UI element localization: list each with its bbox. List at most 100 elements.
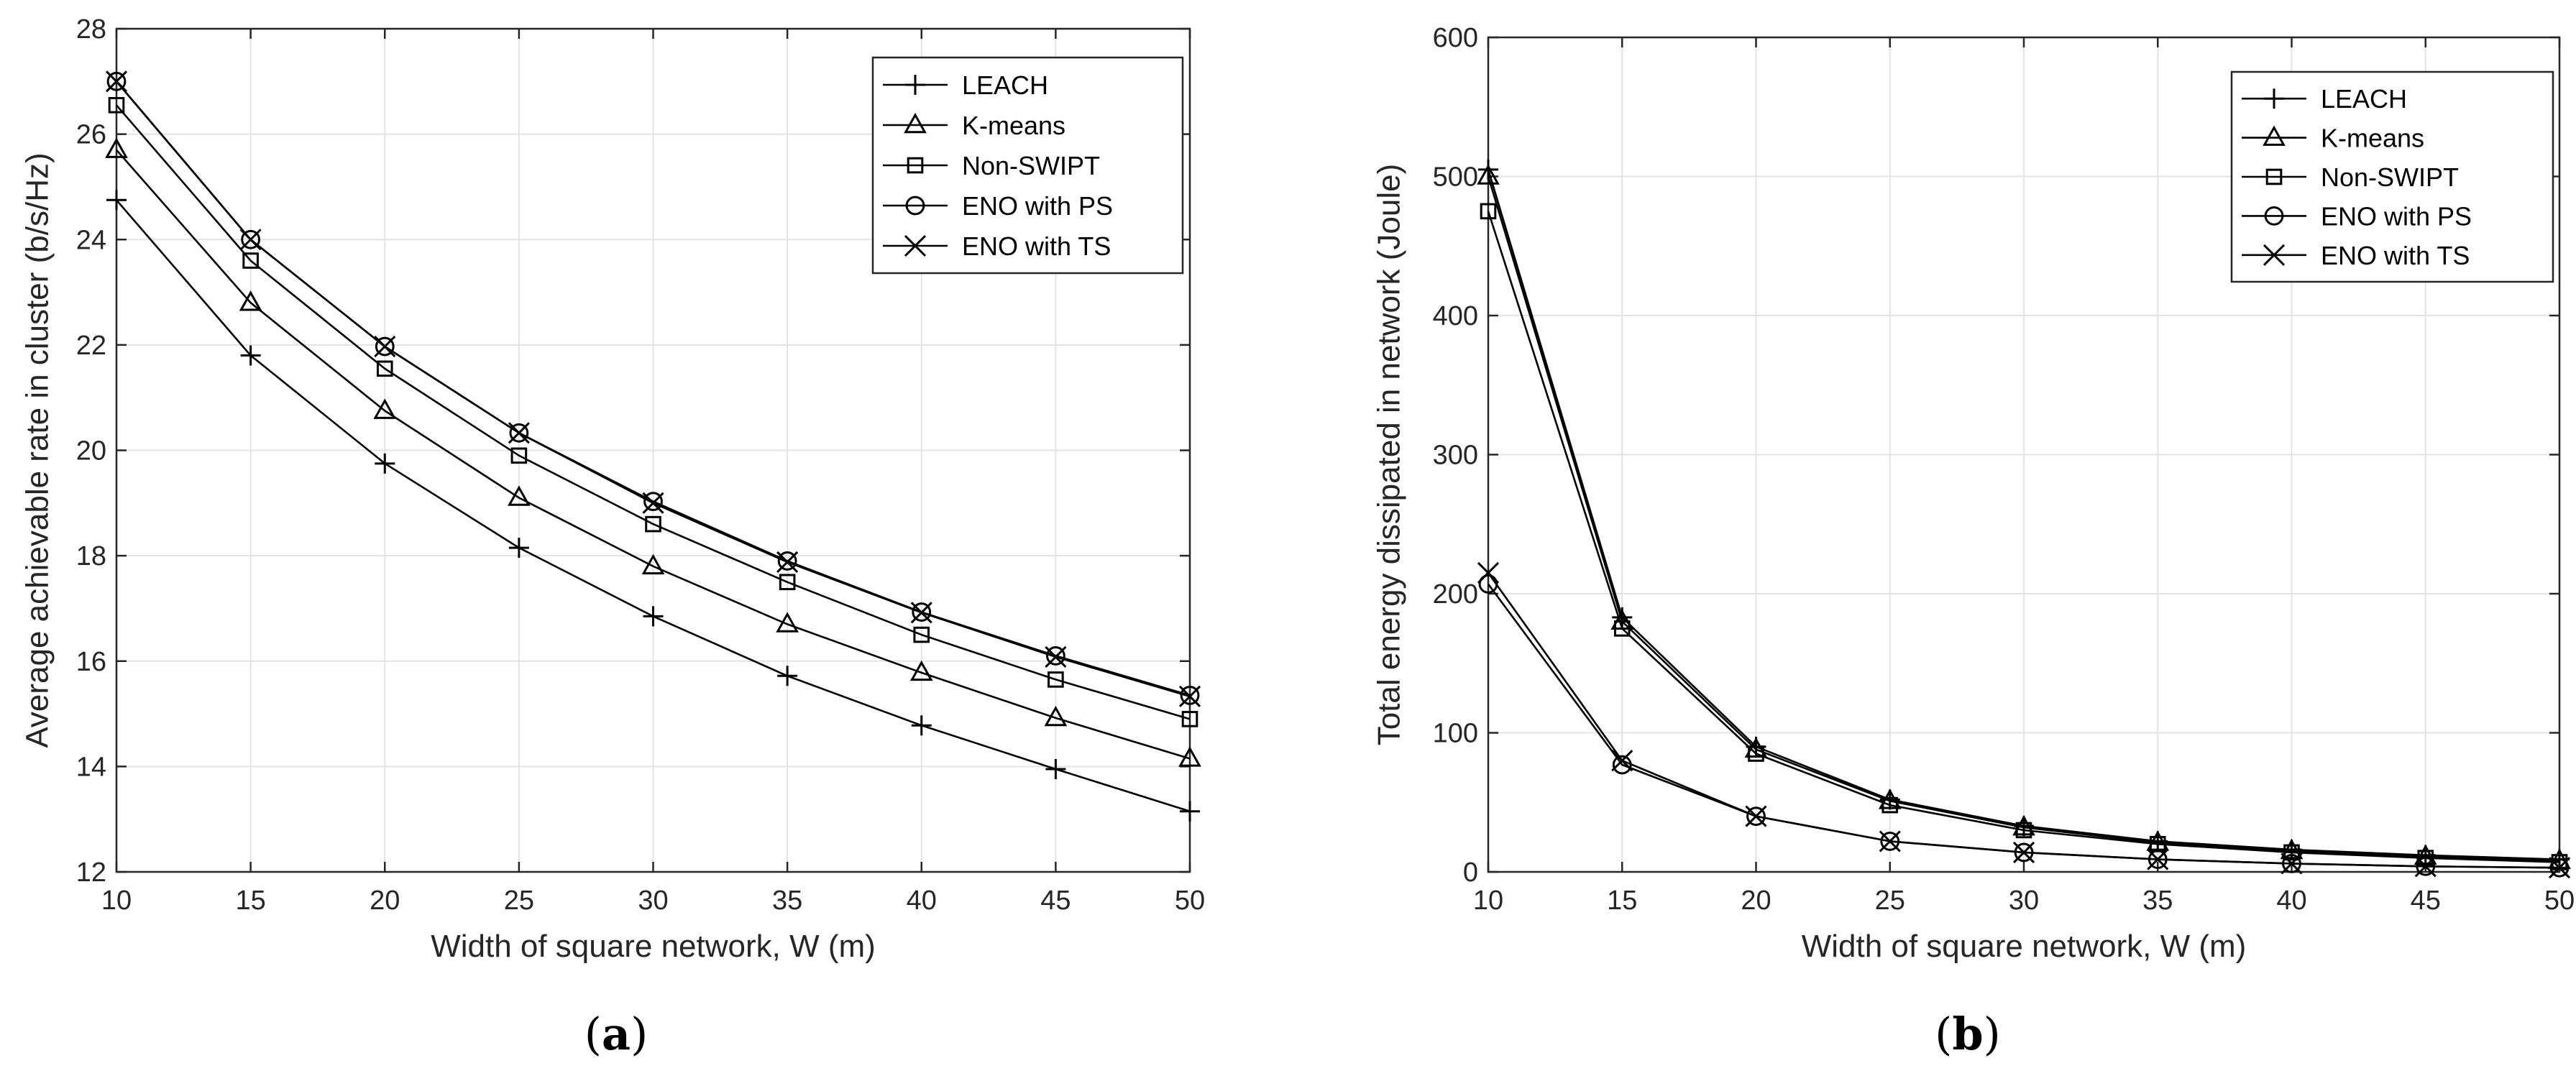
- chart-b-data-point: [2414, 855, 2437, 878]
- chart-a-data-point: [912, 602, 932, 622]
- chart-a-data-point: [508, 538, 529, 559]
- chart-a-x-tick-label: 20: [370, 886, 400, 916]
- chart-a-series-plus: [106, 190, 1200, 822]
- chart-b-legend-item: Non-SWIPT: [2242, 162, 2459, 192]
- chart-a-legend-item: K-means: [883, 111, 1065, 140]
- chart-b-data-point: [2146, 830, 2170, 851]
- chart-a-y-tick-label: 14: [76, 752, 106, 782]
- chart-a-data-point: [106, 71, 127, 91]
- chart-b-caption: (b): [1935, 1008, 2001, 1060]
- chart-a-data-point: [642, 492, 664, 514]
- chart-a-data-point: [913, 626, 930, 643]
- chart-b-series-line: [1487, 211, 2560, 863]
- chart-b-data-point: [2015, 822, 2032, 839]
- chart-b-series-line: [1487, 176, 2560, 862]
- chart-a-legend: LEACH K-means Non-SWIPT ENO with PS ENO with…: [871, 56, 1184, 275]
- chart-a-y-tick-label: 26: [76, 120, 106, 150]
- chart-a-y-tick-label: 24: [76, 225, 106, 255]
- chart-a-data-point: [777, 551, 797, 571]
- chart-a-legend-item: ENO with TS: [883, 231, 1111, 261]
- chart-a-data-point: [108, 97, 125, 114]
- chart-b-data-point: [2012, 841, 2035, 863]
- chart-a-y-tick-label: 20: [76, 436, 106, 466]
- chart-a-ticks: 10 15 20 25 30 35 40 45 50 12 14 16 18 20 22 24 26 28: [76, 14, 1205, 916]
- chart-b-caption-close: ): [1984, 1008, 2001, 1060]
- chart-b-legend-marker: [2263, 244, 2286, 266]
- chart-b-x-tick-label: 40: [2276, 886, 2306, 916]
- chart-a-x-tick-label: 50: [1175, 886, 1205, 916]
- chart-a-data-point: [376, 360, 393, 377]
- chart-a-y-tick-label: 28: [76, 14, 106, 45]
- chart-a-data-point: [910, 602, 932, 624]
- chart-a-data-point: [643, 492, 663, 512]
- chart-a-data-point: [1178, 685, 1201, 707]
- chart-b-y-tick-label: 600: [1433, 23, 1478, 53]
- chart-a-data-point: [1180, 801, 1200, 822]
- chart-a-data-point: [645, 515, 661, 533]
- chart-b-data-point: [1748, 745, 1764, 762]
- chart-b-data-point: [1478, 159, 1498, 180]
- chart-a-data-point: [241, 229, 261, 249]
- chart-a-data-point: [909, 660, 933, 681]
- chart-b-legend-item: LEACH: [2242, 84, 2407, 114]
- chart-b-data-point: [2548, 857, 2571, 879]
- chart-b-legend-marker: [2265, 168, 2283, 185]
- chart-a-data-point: [510, 447, 528, 464]
- chart-a-series-line: [116, 104, 1191, 720]
- chart-a-data-point: [1045, 759, 1066, 780]
- chart-a-caption: (a): [585, 1008, 648, 1060]
- chart-b-data-point: [2012, 815, 2035, 836]
- chart-a-legend-label: ENO with PS: [962, 191, 1113, 221]
- chart-b-x-tick-label: 45: [2411, 886, 2441, 916]
- chart-b-series-x: [1477, 561, 2571, 879]
- chart-a-data-point: [1048, 671, 1064, 688]
- chart-a-x-tick-label: 40: [907, 886, 937, 916]
- chart-b-legend-marker: [2263, 125, 2286, 146]
- chart-a-y-tick-label: 22: [76, 331, 106, 361]
- chart-a-series-triangle: [105, 137, 1201, 767]
- chart-a-data-point: [1180, 686, 1200, 705]
- chart-a-legend-item: LEACH: [883, 70, 1048, 100]
- chart-a-legend-item: ENO with PS: [883, 191, 1113, 221]
- chart-b-x-tick-label: 50: [2544, 886, 2575, 916]
- chart-a-data-point: [105, 70, 128, 93]
- chart-b-data-point: [1879, 830, 1901, 852]
- chart-b-data-point: [1613, 620, 1631, 637]
- chart-b-x-axis-label: Width of square network, W (m): [1802, 929, 2247, 964]
- chart-a-data-point: [911, 715, 932, 736]
- chart-a-data-point: [779, 574, 796, 591]
- chart-a-x-tick-label: 10: [101, 886, 132, 916]
- chart-a-caption-open: (: [585, 1008, 602, 1060]
- chart-a-legend-marker: [904, 234, 927, 257]
- chart-b-legend-label: ENO with PS: [2321, 201, 2472, 231]
- chart-a-data-point: [641, 553, 665, 575]
- chart-a-data-point: [375, 336, 395, 357]
- chart-b-data-point: [1480, 203, 1497, 220]
- chart-a-data-point: [643, 606, 664, 627]
- chart-a-data-point: [1044, 705, 1068, 727]
- chart-a-data-point: [240, 345, 261, 366]
- chart-b-legend: LEACH K-means Non-SWIPT ENO with PS ENO with…: [2230, 70, 2554, 283]
- chart-b-legend-label: K-means: [2321, 124, 2424, 153]
- chart-a-legend-marker: [904, 112, 927, 134]
- chart-b-series-triangle: [1477, 164, 2571, 869]
- chart-b-x-tick-label: 35: [2142, 886, 2173, 916]
- chart-b-legend-item: ENO with TS: [2242, 241, 2470, 270]
- chart-a-series-line: [116, 149, 1191, 760]
- chart-b-caption-letter: b: [1952, 1008, 1983, 1060]
- chart-b-legend-label: ENO with TS: [2321, 241, 2470, 270]
- chart-a-y-tick-label: 16: [76, 647, 106, 677]
- chart-a-series-square: [108, 97, 1198, 727]
- chart-b-legend-marker: [2264, 88, 2284, 109]
- chart-a-data-point: [776, 551, 799, 573]
- chart-a: 10 15 20 25 30 35 40 45 50 12 14 16 18 20 22 24 26 28 Wid…: [20, 14, 1206, 1060]
- chart-a-data-point: [508, 422, 530, 444]
- chart-b-data-point: [2281, 852, 2303, 875]
- chart-a-x-tick-label: 35: [772, 886, 802, 916]
- chart-b-y-tick-label: 100: [1433, 719, 1478, 749]
- chart-b-data-point: [1745, 805, 1767, 827]
- chart-a-legend-marker: [905, 75, 925, 95]
- chart-b-legend-label: Non-SWIPT: [2321, 162, 2459, 192]
